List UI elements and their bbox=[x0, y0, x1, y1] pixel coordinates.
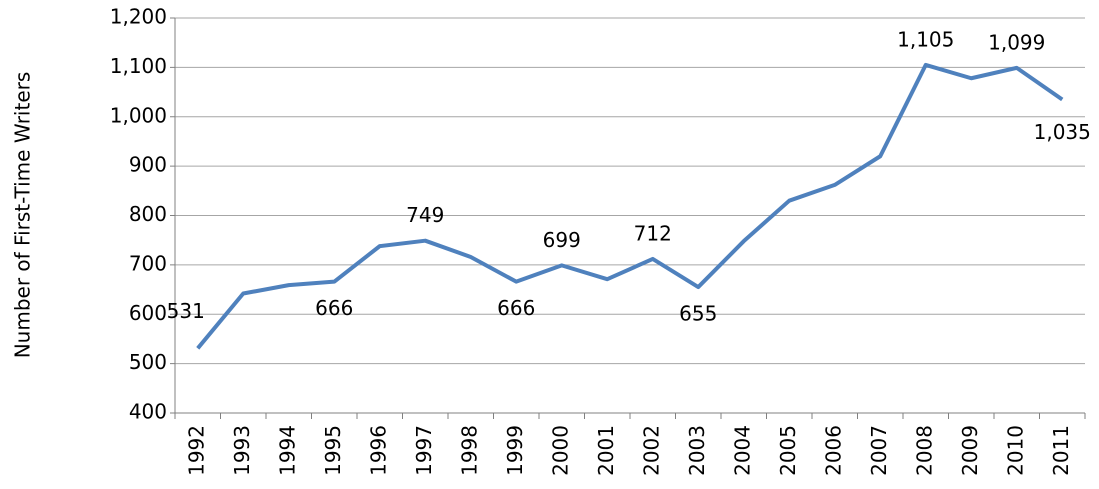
x-tick-label: 2006 bbox=[821, 425, 845, 476]
x-tick-label: 2010 bbox=[1003, 425, 1027, 476]
x-tick-label: 1996 bbox=[366, 425, 390, 476]
line bbox=[196, 62, 1064, 350]
data-label: 531 bbox=[167, 299, 205, 323]
y-axis-label: Number of First-Time Writers bbox=[11, 72, 35, 359]
data-label: 699 bbox=[543, 228, 581, 252]
x-tick-label: 1994 bbox=[275, 425, 299, 476]
x-tick-label: 1993 bbox=[230, 425, 254, 476]
data-label: 666 bbox=[497, 296, 535, 320]
y-tick-label: 600 bbox=[129, 301, 167, 325]
y-tick-label: 1,200 bbox=[110, 5, 167, 29]
x-tick-label: 2001 bbox=[594, 425, 618, 476]
x-tick-label: 1998 bbox=[457, 425, 481, 476]
data-label: 666 bbox=[315, 296, 353, 320]
y-tick-label: 1,100 bbox=[110, 54, 167, 78]
y-tick-label: 900 bbox=[129, 153, 167, 177]
x-tick-label: 2004 bbox=[730, 425, 754, 476]
y-tick-label: 700 bbox=[129, 251, 167, 275]
x-tick-label: 2011 bbox=[1049, 425, 1073, 476]
x-tick-label: 2005 bbox=[776, 425, 800, 476]
data-label: 1,105 bbox=[897, 27, 954, 51]
data-label: 712 bbox=[634, 221, 672, 245]
x-tick-label: 2000 bbox=[548, 425, 572, 476]
data-label: 1,035 bbox=[1034, 120, 1091, 144]
y-tick-label: 400 bbox=[129, 400, 167, 424]
y-tick-label: 500 bbox=[129, 350, 167, 374]
x-tick-label: 1999 bbox=[503, 425, 527, 476]
data-label: 655 bbox=[679, 302, 717, 326]
x-tick-label: 1997 bbox=[412, 425, 436, 476]
x-tick-label: 2007 bbox=[867, 425, 891, 476]
x-tick-label: 1992 bbox=[184, 425, 208, 476]
x-tick-label: 2009 bbox=[958, 425, 982, 476]
x-tick-label: 2003 bbox=[685, 425, 709, 476]
x-tick-label: 1995 bbox=[321, 425, 345, 476]
x-tick-label: 2002 bbox=[639, 425, 663, 476]
data-label: 1,099 bbox=[988, 30, 1045, 54]
y-tick-label: 1,000 bbox=[110, 103, 167, 127]
data-label: 749 bbox=[406, 203, 444, 227]
y-tick-label: 800 bbox=[129, 202, 167, 226]
x-tick-label: 2008 bbox=[912, 425, 936, 476]
